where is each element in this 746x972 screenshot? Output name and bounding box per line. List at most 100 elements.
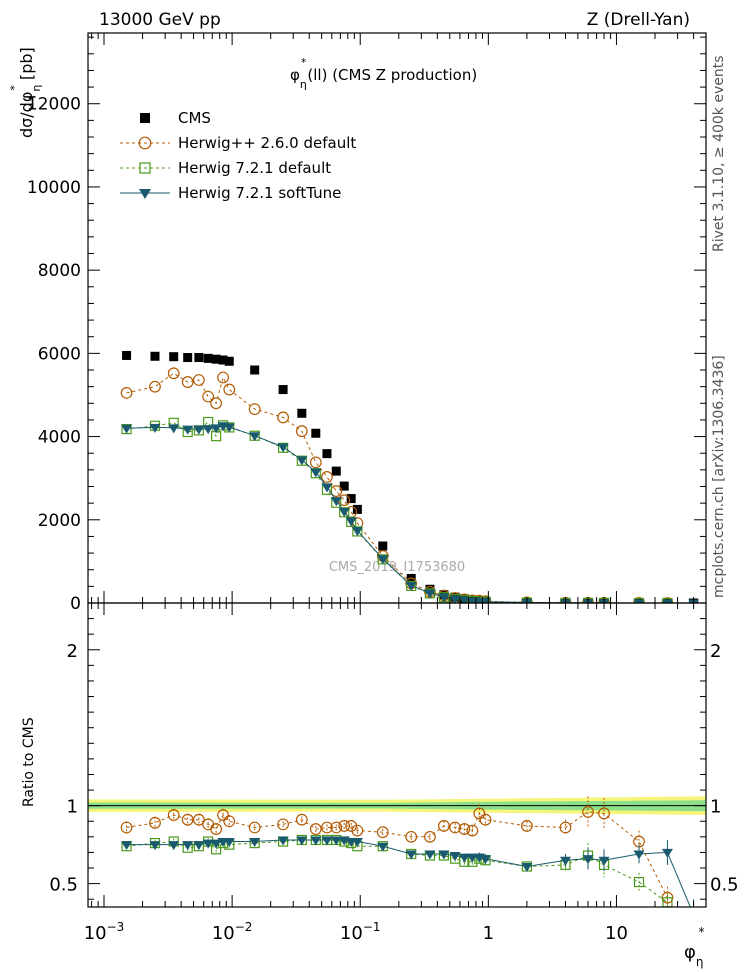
y-tick-label: 4000 bbox=[38, 428, 81, 448]
x-axis-label-sub: η bbox=[696, 955, 704, 969]
legend-label: CMS bbox=[178, 109, 211, 127]
x-tick-label: 10−3 bbox=[84, 920, 125, 944]
data-point bbox=[296, 836, 308, 846]
data-point bbox=[277, 818, 289, 831]
data-point bbox=[223, 383, 236, 396]
data-point bbox=[297, 408, 307, 418]
y-tick-label: 6000 bbox=[38, 344, 81, 364]
data-point bbox=[210, 424, 222, 434]
data-point bbox=[181, 376, 194, 388]
mcplots-label: mcplots.cern.ch [arXiv:1306.3436] bbox=[711, 355, 727, 598]
data-point bbox=[339, 481, 349, 491]
data-point bbox=[582, 806, 594, 818]
data-point bbox=[149, 423, 161, 433]
series-herwig-7-2-1-default bbox=[121, 834, 673, 907]
data-point bbox=[122, 350, 132, 360]
data-point bbox=[309, 823, 322, 835]
data-point bbox=[321, 483, 333, 493]
x-tick-label: 1 bbox=[483, 923, 494, 944]
data-point bbox=[210, 397, 223, 410]
ratio-y-tick-label: 2 bbox=[67, 641, 78, 662]
data-point bbox=[211, 354, 221, 364]
data-point bbox=[559, 856, 571, 866]
data-point bbox=[168, 424, 180, 434]
data-point bbox=[330, 836, 342, 846]
data-point bbox=[202, 425, 214, 435]
series-herwig-7-2-1-default bbox=[121, 416, 673, 603]
data-point bbox=[202, 839, 214, 849]
data-point bbox=[295, 813, 308, 826]
data-point bbox=[218, 355, 228, 365]
data-point bbox=[249, 838, 261, 848]
data-point bbox=[194, 353, 204, 363]
ratio-band bbox=[88, 796, 706, 815]
data-point bbox=[167, 809, 180, 821]
legend-label: Herwig 7.2.1 softTune bbox=[178, 184, 341, 202]
data-point bbox=[405, 850, 417, 860]
data-point bbox=[311, 428, 321, 438]
data-point bbox=[458, 823, 471, 835]
x-axis-label-sup: * bbox=[698, 925, 704, 939]
y-axis-label-sub: η bbox=[30, 85, 43, 92]
data-point bbox=[378, 541, 388, 551]
main-panel: 0 2000 4000 6000 8000 10000 12000 bbox=[27, 32, 707, 614]
data-point bbox=[633, 876, 645, 888]
data-point bbox=[321, 836, 333, 846]
data-point bbox=[449, 821, 461, 834]
ratio-y-tick-label-right: 0.5 bbox=[710, 875, 739, 896]
data-point bbox=[248, 403, 261, 416]
data-point bbox=[120, 821, 133, 834]
data-point bbox=[330, 821, 343, 834]
data-point bbox=[120, 386, 133, 399]
ratio-y-tick-label-right: 1 bbox=[710, 797, 721, 818]
data-point bbox=[438, 820, 450, 832]
data-point bbox=[338, 820, 351, 832]
data-point bbox=[223, 815, 236, 828]
data-point bbox=[346, 494, 356, 504]
y-tick-label: 8000 bbox=[38, 261, 81, 281]
data-point bbox=[345, 517, 357, 527]
data-point bbox=[466, 853, 478, 863]
data-point bbox=[121, 424, 133, 434]
plot-title: φη *(ll) (CMS Z production) bbox=[290, 56, 477, 91]
series-herwig-2-6-0-default bbox=[120, 796, 674, 907]
series-herwig-7-2-1-softtune bbox=[121, 836, 695, 907]
data-point bbox=[182, 425, 194, 435]
x-axis-label-symbol: φ bbox=[684, 942, 696, 963]
data-point bbox=[310, 836, 322, 846]
data-point bbox=[168, 841, 180, 851]
x-axis-label: φη * bbox=[684, 925, 704, 969]
x-tick-label: 10 bbox=[605, 923, 628, 944]
data-point bbox=[203, 353, 213, 363]
data-point bbox=[633, 599, 645, 603]
data-point bbox=[249, 432, 261, 442]
data-point bbox=[458, 596, 470, 603]
ratio-frame bbox=[87, 602, 707, 908]
data-point bbox=[458, 853, 470, 863]
legend-marker bbox=[140, 113, 150, 123]
data-point bbox=[149, 841, 161, 851]
data-point bbox=[351, 824, 364, 837]
data-point bbox=[192, 374, 205, 386]
data-point bbox=[182, 841, 194, 851]
series-line bbox=[126, 811, 668, 898]
plot-title-rest: (ll) (CMS Z production) bbox=[307, 66, 477, 84]
legend-marker bbox=[139, 162, 151, 174]
data-point bbox=[183, 353, 193, 363]
data-point bbox=[331, 466, 341, 476]
data-point bbox=[223, 838, 235, 848]
data-point bbox=[376, 826, 389, 839]
data-point bbox=[466, 824, 479, 837]
data-point bbox=[521, 820, 533, 832]
y-tick-label: 0 bbox=[70, 594, 81, 614]
data-point bbox=[405, 830, 418, 843]
data-point bbox=[193, 841, 205, 851]
legend-item: Herwig 7.2.1 softTune bbox=[120, 184, 341, 202]
legend-marker bbox=[138, 136, 152, 150]
data-point bbox=[598, 807, 610, 820]
data-point bbox=[192, 813, 205, 826]
data-point bbox=[250, 365, 260, 375]
legend-item: CMS bbox=[140, 109, 211, 127]
data-point bbox=[150, 351, 160, 361]
data-point bbox=[598, 856, 610, 866]
